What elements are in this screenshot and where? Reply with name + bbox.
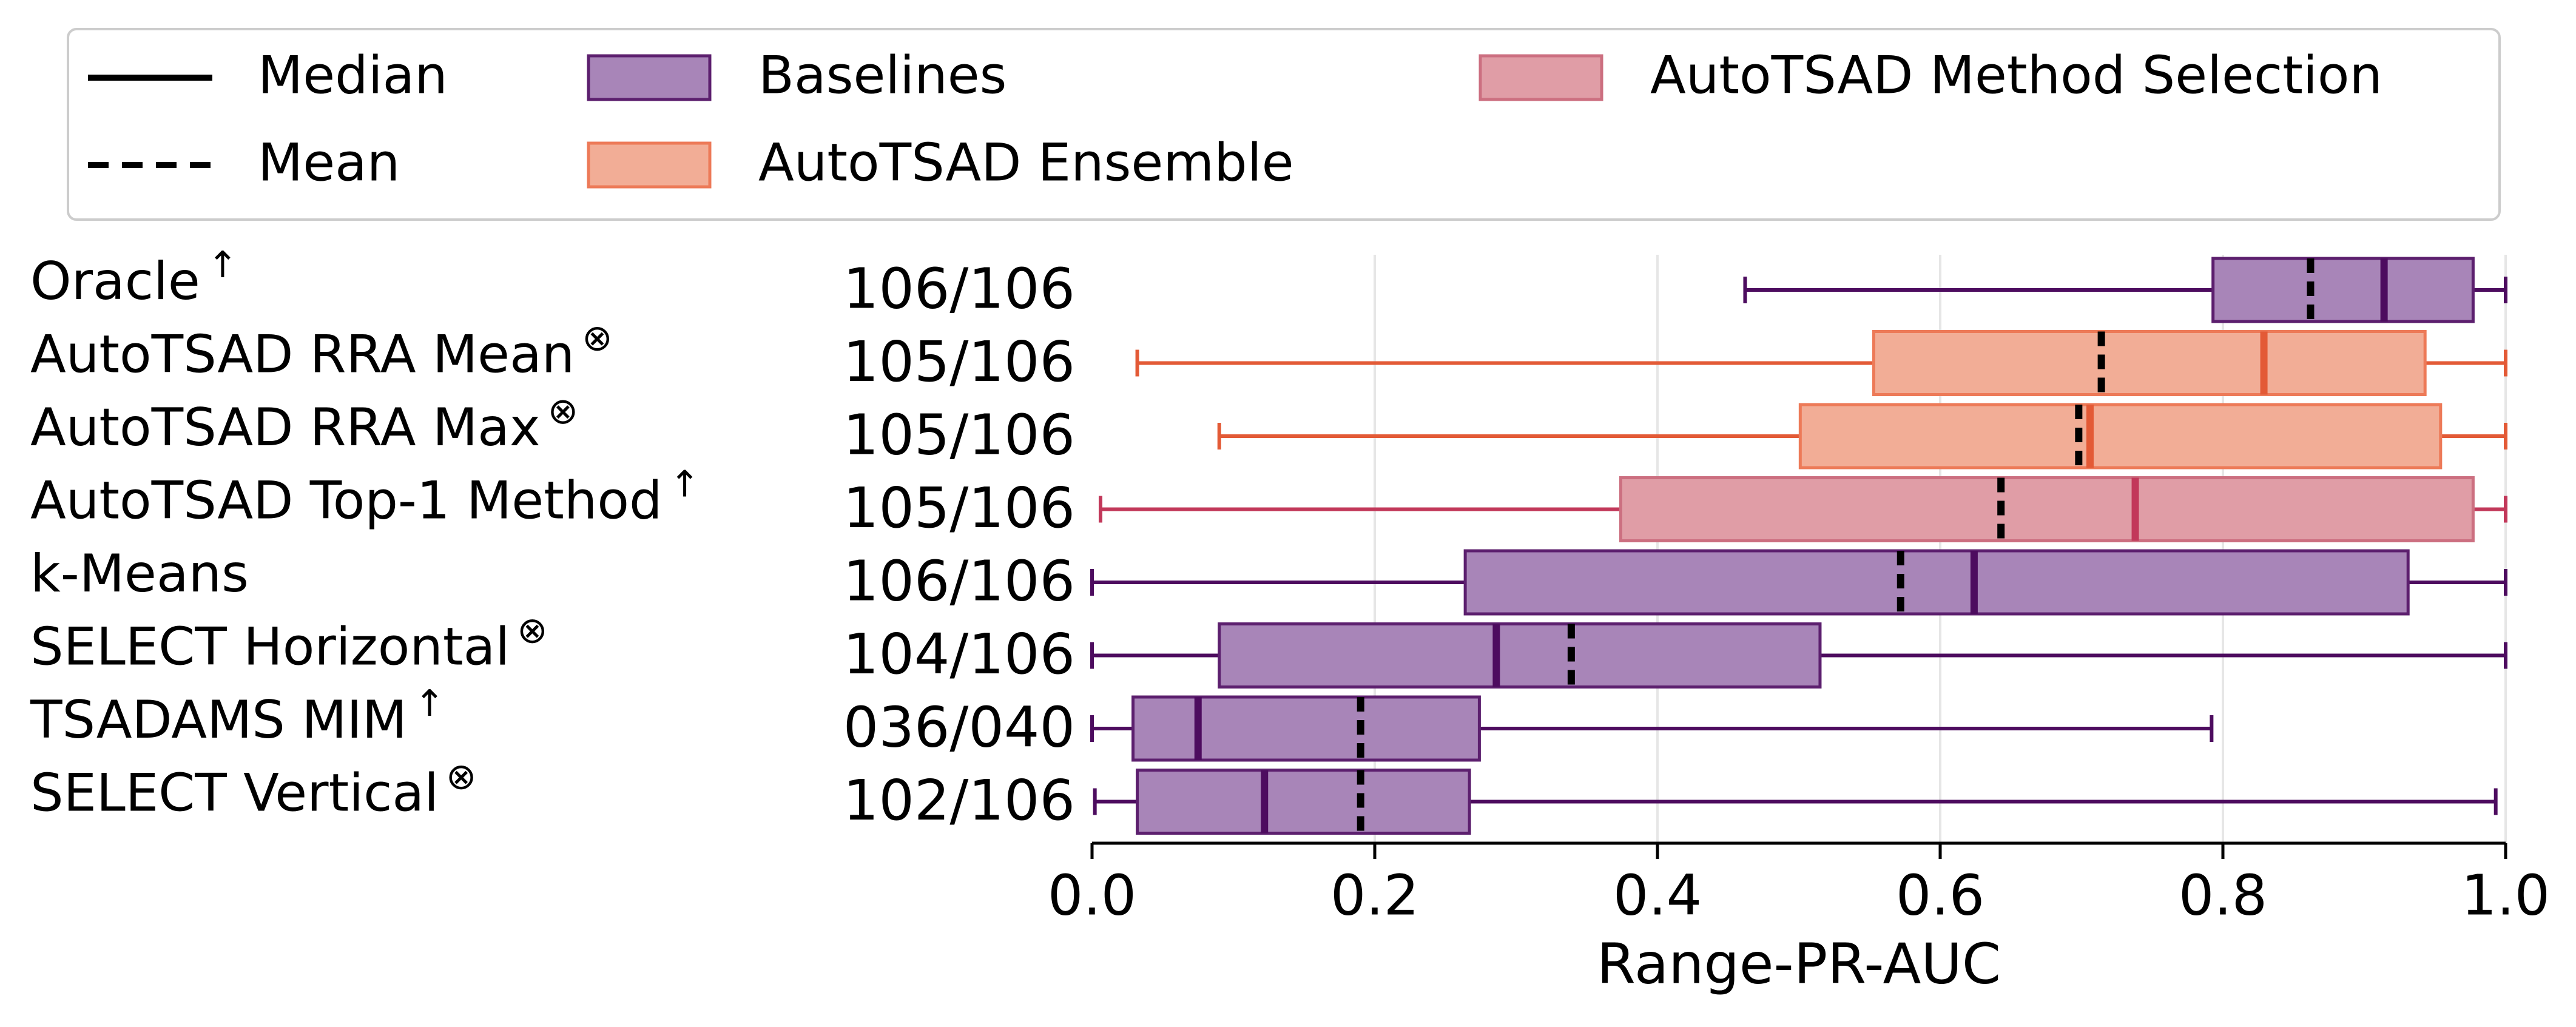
row-label-name: SELECT Horizontal (30, 617, 510, 678)
row-count: 105/106 (843, 476, 1075, 540)
box-row-select-horizontal (1090, 622, 2507, 689)
legend-item-median: Median (88, 45, 448, 106)
legend-label: AutoTSAD Ensemble (758, 132, 1294, 193)
row-label: AutoTSAD RRA Mean ⊗ (30, 317, 613, 385)
row-count: 106/106 (843, 256, 1075, 321)
iqr-box (2211, 257, 2475, 323)
box-series (1090, 257, 2507, 835)
row-count: 104/106 (843, 622, 1075, 687)
row-label: SELECT Horizontal ⊗ (30, 609, 548, 678)
legend-item-autotsad-ensemble: AutoTSAD Ensemble (587, 132, 1294, 193)
row-label-name: TSADAMS MIM (30, 690, 407, 750)
row-label: SELECT Vertical ⊗ (30, 755, 476, 824)
legend-swatch-baseline (587, 54, 712, 101)
legend-label: Mean (258, 132, 400, 193)
legend-swatch-ensemble (587, 141, 712, 189)
row-label: TSADAMS MIM ↑ (30, 682, 445, 751)
box-row-autotsad-rra-mean (1135, 330, 2507, 396)
row-label-name: k-Means (30, 544, 249, 604)
row-count: 105/106 (843, 329, 1075, 394)
legend-label: Baselines (758, 45, 1006, 106)
row-count: 036/040 (843, 695, 1075, 759)
box-row-k-means (1090, 549, 2507, 616)
box-row-autotsad-rra-max (1217, 403, 2507, 470)
row-label-superscript: ↑ (670, 463, 700, 505)
legend-item-autotsad-method-selection: AutoTSAD Method Selection (1479, 45, 2382, 106)
box-row-tsadams-mim (1090, 695, 2214, 762)
row-label: AutoTSAD RRA Max ⊗ (30, 390, 578, 459)
row-label: Oracle ↑ (30, 244, 238, 312)
row-count: 106/106 (843, 548, 1075, 613)
row-label-superscript: ⊗ (582, 317, 612, 359)
row-label-superscript: ↑ (414, 682, 445, 725)
row-label-superscript: ⊗ (548, 390, 578, 433)
legend-label: Median (258, 45, 448, 106)
row-label-superscript: ↑ (207, 244, 238, 286)
x-tick-label: 1.0 (2461, 863, 2550, 928)
x-tick-label: 0.0 (1048, 863, 1136, 928)
legend-item-baselines: Baselines (587, 45, 1006, 106)
x-tick-label: 0.4 (1613, 863, 1702, 928)
row-label-superscript: ⊗ (446, 755, 476, 798)
legend-label: AutoTSAD Method Selection (1650, 45, 2382, 106)
x-axis-label: Range-PR-AUC (1597, 931, 2001, 996)
iqr-box (1218, 622, 1822, 689)
iqr-box (1872, 330, 2427, 396)
box-row-oracle (1743, 257, 2507, 323)
row-label-name: Oracle (30, 251, 200, 312)
box-row-autotsad-top-1-method (1098, 476, 2507, 542)
row-label-name: AutoTSAD RRA Max (30, 397, 541, 458)
x-tick-label: 0.2 (1330, 863, 1419, 928)
row-label-name: AutoTSAD Top-1 Method (30, 471, 663, 531)
x-axis: 0.0 0.2 0.4 0.6 0.8 1.0 Range-PR-AUC (1048, 841, 2550, 996)
iqr-box (1131, 695, 1481, 762)
iqr-box (1798, 403, 2443, 470)
legend-item-mean: Mean (88, 132, 400, 193)
legend: Median Mean Baselines AutoTSAD Ensemble Auto… (67, 28, 2501, 221)
row-label-name: SELECT Vertical (30, 763, 439, 824)
row-count: 102/106 (843, 768, 1075, 833)
row-label-name: AutoTSAD RRA Mean (30, 325, 575, 385)
iqr-box (1463, 549, 2410, 616)
box-row-select-vertical (1093, 769, 2498, 835)
row-label-superscript: ⊗ (517, 609, 547, 652)
iqr-box (1619, 476, 2475, 542)
legend-swatch-selection (1479, 54, 1603, 101)
x-tick-label: 0.8 (2179, 863, 2267, 928)
row-label: AutoTSAD Top-1 Method ↑ (30, 463, 700, 531)
iqr-box (1136, 769, 1471, 835)
x-tick-label: 0.6 (1896, 863, 1984, 928)
row-count: 105/106 (843, 402, 1075, 467)
row-label: k-Means (30, 544, 249, 604)
